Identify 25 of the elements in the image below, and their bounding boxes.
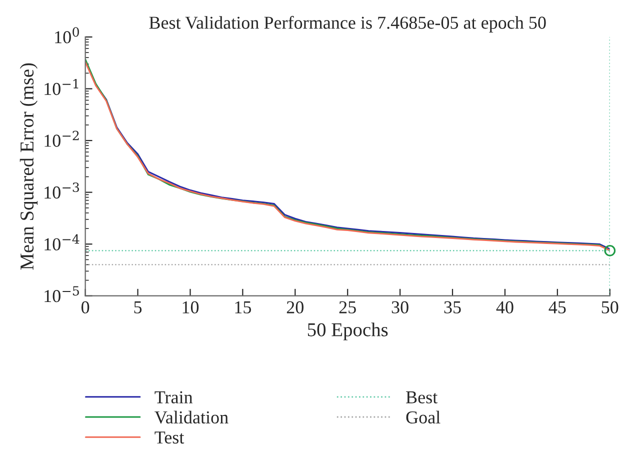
y-tick-label: 10$^{−3}$ <box>44 182 79 199</box>
chart-title: Best Validation Performance is 7.4685e-05 at epoch 50 <box>149 16 546 32</box>
y-axis-title: Mean Squared Error (mse) <box>20 63 38 270</box>
x-axis-title: 50 Epochs <box>308 322 388 340</box>
x-tick-label: 20 <box>286 301 304 314</box>
x-tick-label: 25 <box>339 301 356 314</box>
x-tick-label: 45 <box>548 301 566 314</box>
legend-label: Goal <box>406 410 440 424</box>
x-tick-label: 50 <box>602 301 618 314</box>
x-tick-label: 15 <box>235 301 252 314</box>
x-tick-label: 40 <box>496 301 514 314</box>
x-tick-label: 35 <box>444 301 461 314</box>
y-tick-label: 10$^{−2}$ <box>44 130 79 147</box>
y-tick-label: 10$^{0}$ <box>55 27 79 44</box>
legend-label: Train <box>154 391 193 404</box>
x-tick-label: 30 <box>392 301 408 314</box>
y-tick-label: 10$^{−4}$ <box>44 234 80 250</box>
legend-label: Best <box>406 391 438 404</box>
x-tick-label: 0 <box>81 301 90 314</box>
x-tick-label: 10 <box>182 301 199 314</box>
legend-label: Validation <box>154 410 228 424</box>
x-tick-label: 5 <box>134 301 142 314</box>
y-tick-label: 10$^{−1}$ <box>44 78 78 96</box>
legend-label: Test <box>154 432 184 444</box>
y-tick-label: 10$^{−5}$ <box>44 286 79 302</box>
